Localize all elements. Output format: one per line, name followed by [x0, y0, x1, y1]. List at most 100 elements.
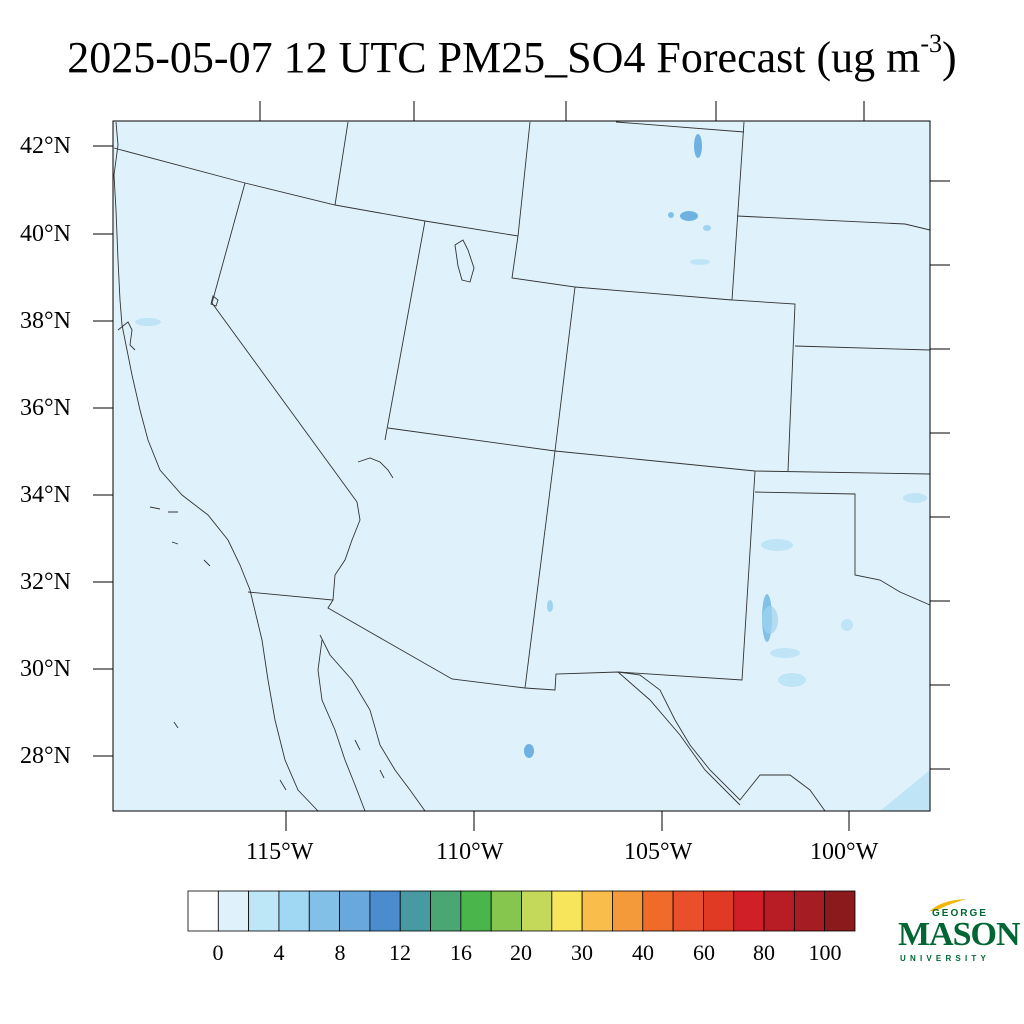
mexico-border — [247, 591, 741, 806]
patch-wyoming-1 — [694, 134, 702, 158]
map-ticks — [93, 101, 950, 831]
colorbar-swatch-9 — [460, 890, 492, 932]
colorbar-swatch-14 — [612, 890, 644, 932]
map-frame — [112, 120, 931, 812]
border-nm-tx — [617, 470, 756, 681]
border-id-wy — [334, 121, 349, 206]
patch-wyoming-5 — [690, 259, 710, 265]
colorbar-swatch-11 — [521, 890, 553, 932]
channel-islands — [149, 506, 211, 567]
patch-nm-3 — [762, 606, 778, 634]
colorbar-swatch-17 — [703, 890, 735, 932]
border-co-ne — [574, 286, 733, 301]
colorbar-swatch-10 — [490, 890, 522, 932]
logo-george: GEORGE — [932, 908, 988, 919]
border-ut-co — [511, 235, 576, 452]
patch-tx-1 — [770, 648, 800, 658]
colorbar-swatch-2 — [248, 890, 280, 932]
title-exponent: -3 — [920, 29, 943, 58]
patch-gulf — [880, 770, 930, 811]
lat-label-34: 34°N — [20, 482, 71, 508]
border-sd-ne — [736, 215, 931, 231]
lat-label-32: 32°N — [20, 569, 71, 595]
map-boundaries — [113, 121, 931, 812]
colorbar-swatch-21 — [824, 890, 856, 932]
patch-wyoming-4 — [703, 225, 711, 231]
border-wy-mt — [615, 121, 745, 133]
colorbar-label-80: 80 — [753, 940, 775, 965]
sf-bay — [117, 321, 136, 351]
colorbar-swatch-16 — [672, 890, 704, 932]
baja-islands — [173, 721, 385, 791]
gulf-of-california-coast — [319, 634, 426, 812]
colorbar-label-8: 8 — [334, 940, 346, 965]
lon-label-110w: 110°W — [436, 839, 504, 865]
colorbar-swatch-8 — [430, 890, 462, 932]
border-ca-nv — [211, 182, 358, 503]
colorbar-label-30: 30 — [571, 940, 593, 965]
colorbar-swatch-1 — [217, 890, 250, 932]
border-ok-tx — [754, 491, 931, 606]
border-az-ut — [387, 427, 931, 475]
colorbar-label-100: 100 — [808, 940, 842, 965]
colorbar-swatch-18 — [733, 890, 765, 932]
logo-mason: MASON — [898, 916, 1021, 953]
lat-label-30: 30°N — [20, 656, 71, 682]
great-salt-lake — [454, 239, 475, 283]
colorbar-label-0: 0 — [212, 940, 224, 965]
border-az-ca — [332, 501, 361, 601]
baja-east-coast — [317, 639, 366, 812]
patch-california-1 — [135, 318, 161, 326]
lat-label-42: 42°N — [20, 133, 71, 159]
title-close: ) — [942, 33, 957, 82]
colorbar-label-20: 20 — [510, 940, 532, 965]
patch-nm-1 — [761, 539, 793, 551]
colorbar-swatch-19 — [763, 890, 795, 932]
colorbar-label-12: 12 — [389, 940, 411, 965]
patch-tx-3 — [841, 619, 853, 631]
lake-tahoe — [210, 295, 219, 307]
colorbar-swatch-13 — [581, 890, 613, 932]
lake-mead — [357, 457, 394, 479]
colorbar-label-40: 40 — [632, 940, 654, 965]
border-ne-ks — [794, 345, 931, 351]
border-az-nm — [524, 450, 556, 689]
lat-label-28: 28°N — [20, 743, 71, 769]
flame-icon — [930, 899, 966, 911]
colorbar-swatch-15 — [642, 890, 674, 932]
patch-mexico-1 — [524, 744, 534, 758]
lat-label-40: 40°N — [20, 221, 71, 247]
lon-label-100w: 100°W — [810, 839, 879, 865]
logo-university: UNIVERSITY — [900, 954, 991, 963]
colorbar-swatch-0 — [187, 890, 219, 932]
colorbar-label-60: 60 — [693, 940, 715, 965]
colorbar — [187, 890, 856, 932]
colorbar-swatch-4 — [308, 890, 340, 932]
map-background — [113, 121, 930, 811]
patch-tx-2 — [778, 673, 806, 687]
patch-tx-4 — [903, 493, 927, 503]
rio-grande — [617, 671, 826, 812]
george-mason-logo: GEORGE MASON UNIVERSITY — [898, 896, 1021, 970]
patch-wyoming-2 — [680, 211, 698, 221]
border-or-ca — [113, 147, 426, 222]
patch-az-1 — [547, 600, 553, 612]
colorbar-swatch-7 — [399, 890, 431, 932]
colorbar-label-16: 16 — [450, 940, 472, 965]
colorbar-swatch-6 — [369, 890, 401, 932]
map-title: 2025-05-07 12 UTC PM25_SO4 Forecast (ug … — [0, 28, 1024, 88]
concentration-patches — [135, 134, 930, 811]
colorbar-swatch-20 — [793, 890, 826, 932]
lon-label-115w: 115°W — [246, 839, 314, 865]
colorbar-label-4: 4 — [273, 940, 285, 965]
colorbar-swatch-12 — [551, 890, 583, 932]
title-text: 2025-05-07 12 UTC PM25_SO4 Forecast (ug … — [67, 33, 921, 82]
colorbar-swatch-5 — [339, 890, 371, 932]
border-nv-ut — [384, 220, 426, 441]
colorbar-swatch-3 — [278, 890, 310, 932]
pacific-coastline — [113, 121, 319, 812]
border-wy-sd — [731, 121, 796, 472]
lat-label-36: 36°N — [20, 395, 71, 421]
patch-wyoming-3 — [668, 212, 674, 218]
